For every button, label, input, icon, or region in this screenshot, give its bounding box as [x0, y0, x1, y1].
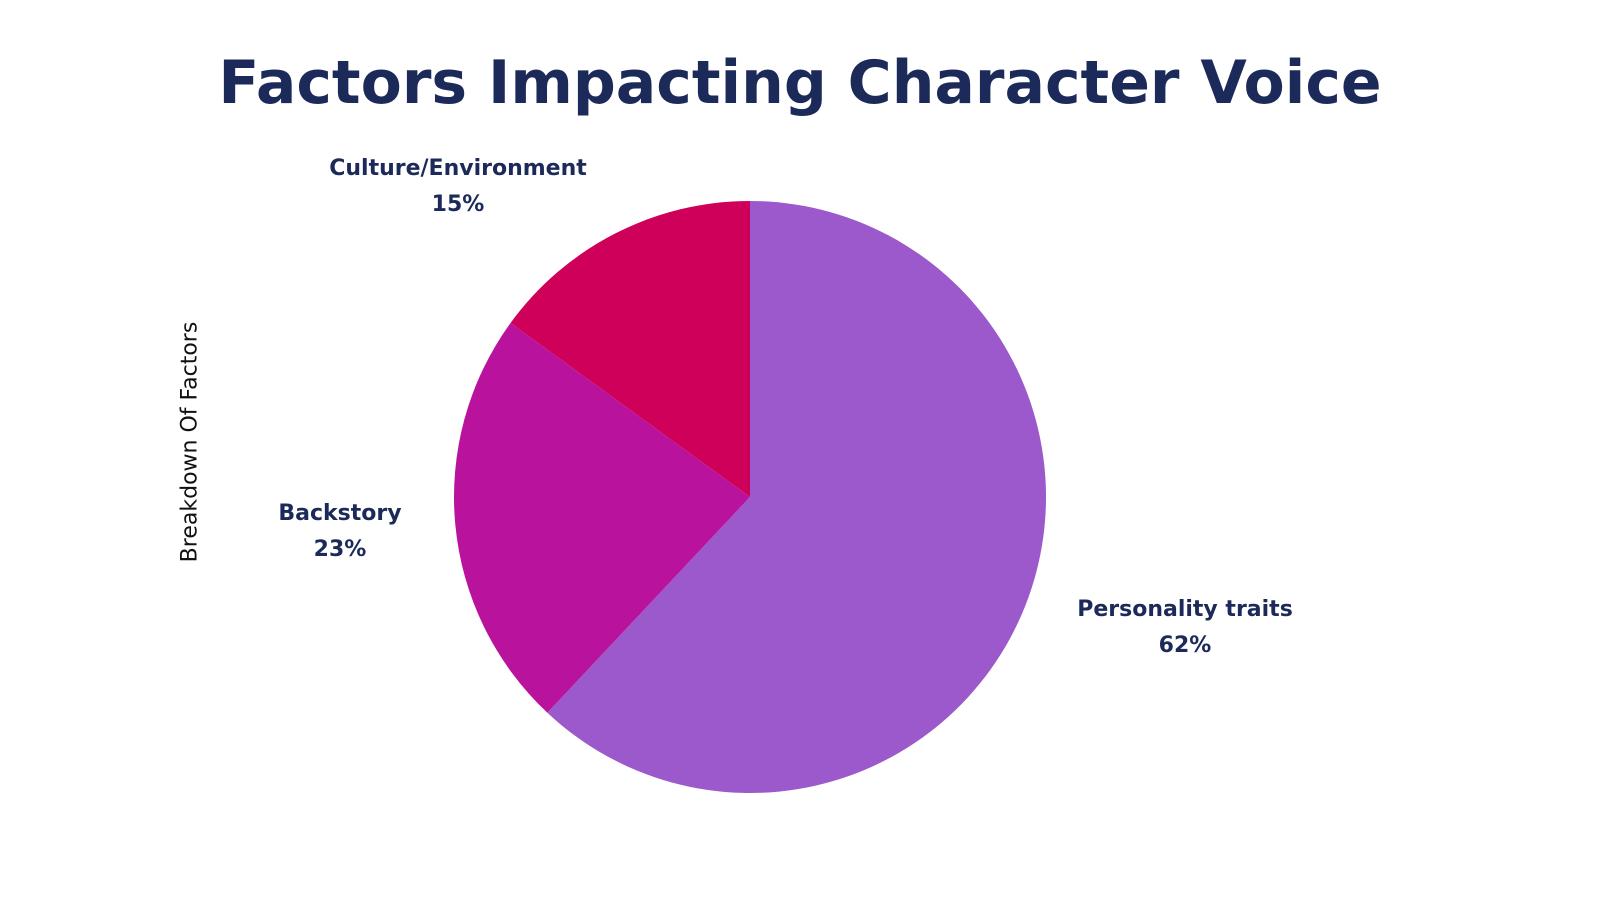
slice-label-backstory: Backstory 23% — [278, 496, 401, 568]
slice-label-culture: Culture/Environment 15% — [329, 151, 587, 223]
pie-slice-personality-traits — [547, 201, 1047, 794]
slice-label-personality: Personality traits 62% — [1077, 592, 1293, 664]
slice-label-text: Culture/Environment — [329, 156, 587, 181]
slice-label-value: 23% — [313, 537, 367, 562]
slice-label-value: 15% — [431, 192, 485, 217]
slice-label-text: Backstory — [278, 501, 402, 526]
slice-label-value: 62% — [1158, 633, 1212, 658]
pie-slice-culture-environment — [510, 201, 750, 497]
pie-slice-backstory — [454, 323, 750, 713]
slice-label-text: Personality traits — [1077, 597, 1293, 622]
chart-title: Factors Impacting Character Voice — [218, 48, 1382, 118]
